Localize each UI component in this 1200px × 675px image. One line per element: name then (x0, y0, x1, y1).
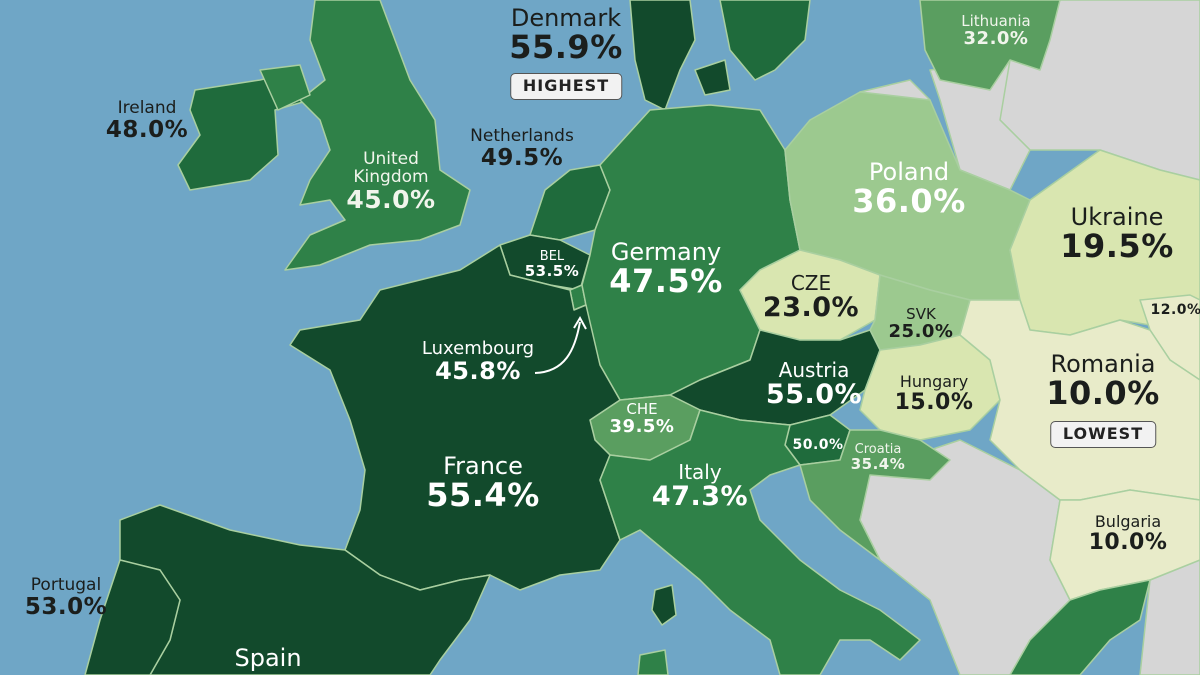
slovenia-value: 50.0% (792, 437, 844, 453)
romania-name: Romania (1050, 350, 1156, 378)
region-lithuania (919, 0, 1061, 91)
switzerland-name: CHE (626, 400, 658, 418)
label-belgium: BEL 53.5% (525, 250, 580, 279)
germany-value: 47.5% (609, 262, 723, 301)
land-belarus (929, 59, 1031, 191)
region-northern-ireland (259, 64, 311, 111)
label-slovenia: 50.0% (792, 438, 843, 453)
label-luxembourg: Luxembourg 45.8% (421, 338, 535, 385)
label-slovakia: SVK 25.0% (888, 305, 954, 342)
croatia-value: 35.4% (850, 454, 906, 473)
label-portugal: Portugal 53.0% (24, 575, 108, 620)
italy-value: 47.3% (651, 481, 749, 512)
lithuania-name: Lithuania (961, 12, 1031, 30)
label-croatia: Croatia 35.4% (851, 443, 906, 472)
ireland-value: 48.0% (105, 116, 189, 143)
luxembourg-arrow (534, 321, 581, 374)
region-greece-edge (1009, 579, 1151, 675)
czechia-name: CZE (790, 271, 832, 295)
denmark-value: 55.9% (509, 28, 623, 67)
label-germany: Germany 47.5% (609, 238, 723, 301)
poland-value: 36.0% (852, 182, 966, 221)
region-bulgaria (1049, 489, 1200, 601)
label-switzerland: CHE 39.5% (609, 400, 675, 437)
denmark-name: Denmark (510, 4, 622, 32)
label-uk: United Kingdom 45.0% (336, 149, 446, 214)
label-italy: Italy 47.3% (652, 462, 748, 511)
slovakia-name: SVK (906, 305, 936, 323)
italy-name: Italy (678, 460, 722, 484)
label-romania: Romania 10.0% LOWEST (1046, 350, 1160, 448)
luxembourg-name: Luxembourg (421, 338, 535, 359)
label-bulgaria: Bulgaria 10.0% (1088, 512, 1168, 555)
lowest-badge: LOWEST (1049, 420, 1157, 448)
hungary-name: Hungary (899, 372, 969, 391)
uk-name: United Kingdom (353, 149, 429, 187)
region-sardinia (637, 649, 669, 675)
switzerland-value: 39.5% (609, 415, 675, 437)
belgium-value: 53.5% (524, 261, 580, 280)
label-france: France 55.4% (426, 452, 540, 515)
region-portugal (84, 559, 181, 675)
region-corsica (651, 584, 677, 626)
label-moldova: 12.0% (1150, 303, 1200, 318)
netherlands-value: 49.5% (480, 144, 564, 171)
ukraine-value: 19.5% (1060, 227, 1174, 266)
france-name: France (443, 452, 523, 480)
label-hungary: Hungary 15.0% (894, 372, 974, 415)
label-austria: Austria 55.0% (766, 360, 862, 409)
luxembourg-arrowhead (573, 315, 587, 330)
ireland-name: Ireland (117, 98, 177, 118)
austria-name: Austria (778, 358, 850, 382)
region-croatia (799, 429, 951, 561)
label-ireland: Ireland 48.0% (105, 98, 189, 143)
portugal-value: 53.0% (24, 593, 108, 620)
spain-name: Spain (234, 644, 302, 672)
region-france (289, 244, 621, 591)
moldova-value: 12.0% (1150, 302, 1200, 318)
region-hungary (859, 334, 1001, 441)
region-denmark-islands (694, 59, 731, 96)
uk-value: 45.0% (346, 184, 436, 214)
label-czechia: CZE 23.0% (763, 273, 859, 322)
region-sweden-edge (719, 0, 811, 81)
ukraine-name: Ukraine (1070, 203, 1164, 231)
label-netherlands: Netherlands 49.5% (470, 126, 574, 171)
label-spain: Spain (234, 644, 302, 672)
bulgaria-name: Bulgaria (1094, 512, 1162, 531)
bulgaria-value: 10.0% (1088, 529, 1168, 555)
germany-name: Germany (610, 238, 722, 266)
label-ukraine: Ukraine 19.5% (1060, 203, 1174, 266)
label-lithuania: Lithuania 32.0% (961, 12, 1031, 49)
highest-badge: HIGHEST (509, 72, 623, 100)
luxembourg-value: 45.8% (435, 356, 521, 385)
belgium-name: BEL (539, 249, 565, 264)
region-denmark (629, 0, 696, 111)
slovakia-value: 25.0% (888, 320, 954, 342)
region-uk (284, 0, 471, 271)
poland-name: Poland (868, 158, 950, 186)
austria-value: 55.0% (765, 379, 863, 410)
region-italy (599, 409, 921, 675)
lithuania-value: 32.0% (963, 27, 1029, 49)
hungary-value: 15.0% (894, 389, 974, 415)
portugal-name: Portugal (30, 575, 102, 595)
label-denmark: Denmark 55.9% HIGHEST (509, 4, 623, 100)
france-value: 55.4% (426, 476, 540, 515)
romania-value: 10.0% (1046, 374, 1160, 413)
croatia-name: Croatia (854, 442, 902, 457)
netherlands-name: Netherlands (470, 126, 574, 146)
czechia-value: 23.0% (762, 292, 860, 323)
label-poland: Poland 36.0% (852, 158, 966, 221)
